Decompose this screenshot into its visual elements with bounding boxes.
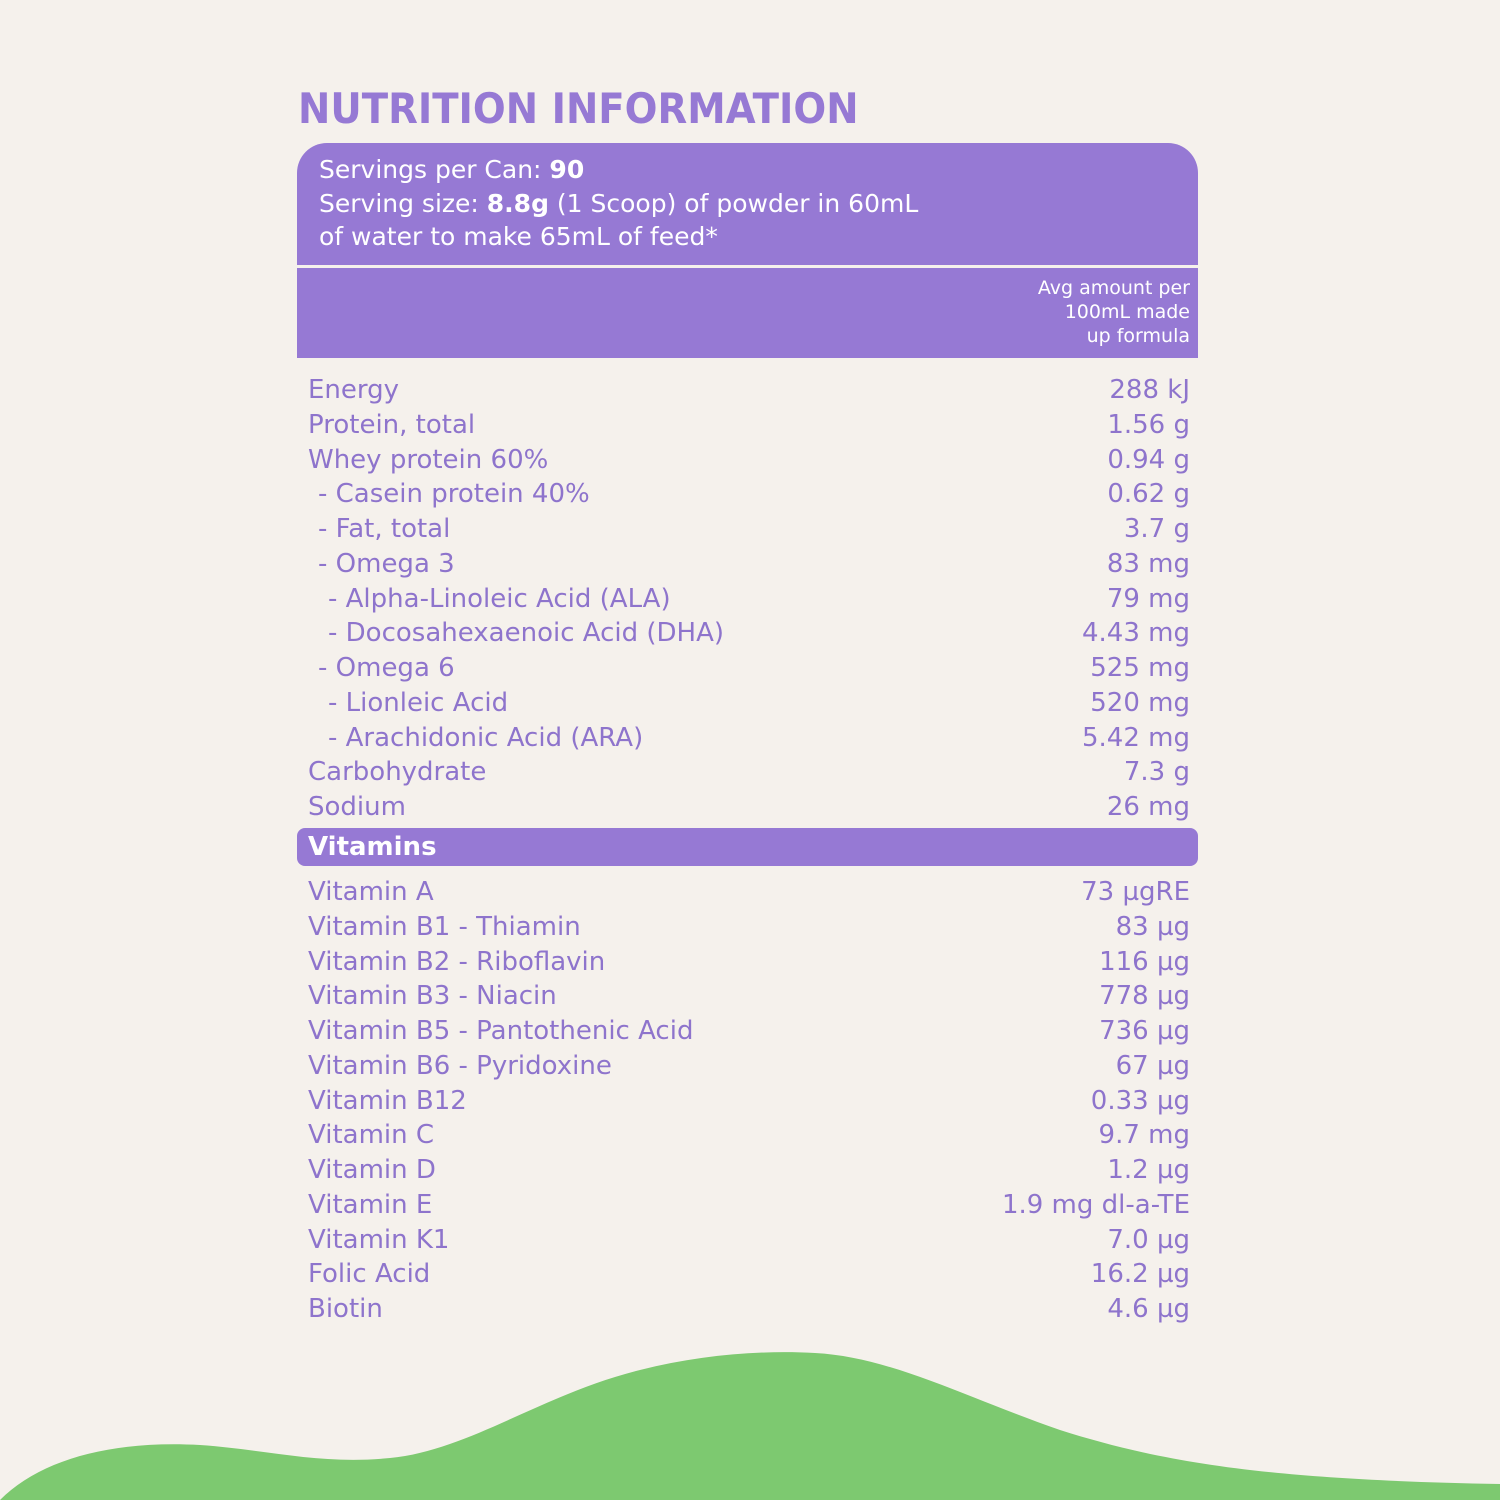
serving-size-line2: of water to make 65mL of feed* <box>319 222 718 251</box>
table-row: Vitamin B3 - Niacin 778 µg <box>308 979 1190 1014</box>
table-row: Folic Acid 16.2 µg <box>308 1257 1190 1292</box>
nutrient-value: 0.33 µg <box>1090 1085 1190 1116</box>
nutrient-value: 520 mg <box>1090 687 1190 718</box>
nutrient-value: 73 µgRE <box>1081 877 1190 907</box>
nutrient-label: Vitamin C <box>308 1120 435 1151</box>
nutrient-value: 4.6 µg <box>1107 1294 1190 1324</box>
nutrient-table: Energy 288 kJ Protein, total 1.56 g Whey pro… <box>308 373 1190 825</box>
nutrient-label: - Omega 3 <box>318 548 455 579</box>
nutrient-label: - Omega 6 <box>318 653 455 683</box>
nutrient-label: - Alpha-Linoleic Acid (ALA) <box>328 583 671 614</box>
nutrient-label: - Casein protein 40% <box>318 479 590 510</box>
nutrient-label: - Fat, total <box>318 514 451 544</box>
servings-per-can: Servings per Can: 90 <box>319 153 1198 187</box>
nutrient-value: 1.2 µg <box>1107 1155 1190 1185</box>
nutrient-label: Vitamin E <box>308 1189 433 1220</box>
nutrient-label: - Arachidonic Acid (ARA) <box>328 722 644 753</box>
nutrient-label: Protein, total <box>308 409 476 440</box>
table-row: Energy 288 kJ <box>308 373 1190 408</box>
table-row: Whey protein 60% 0.94 g <box>308 443 1190 478</box>
table-row: - Fat, total 3.7 g <box>308 512 1190 547</box>
nutrient-label: - Docosahexaenoic Acid (DHA) <box>328 618 725 649</box>
nutrient-label: Vitamin B5 - Pantothenic Acid <box>308 1016 694 1046</box>
table-row: Vitamin E 1.9 mg dl-a-TE <box>308 1188 1190 1223</box>
nutrient-value: 1.9 mg dl-a-TE <box>1001 1189 1190 1220</box>
table-row: - Omega 3 83 mg <box>308 547 1190 582</box>
table-row: - Arachidonic Acid (ARA) 5.42 mg <box>308 721 1190 756</box>
nutrient-value: 7.0 µg <box>1107 1224 1190 1255</box>
table-row: - Alpha-Linoleic Acid (ALA) 79 mg <box>308 582 1190 617</box>
nutrient-label: Energy <box>308 375 400 405</box>
nutrient-value: 5.42 mg <box>1082 722 1190 753</box>
nutrient-label: Whey protein 60% <box>308 444 549 475</box>
nutrient-value: 9.7 mg <box>1098 1120 1190 1151</box>
nutrient-value: 83 µg <box>1115 911 1190 942</box>
nutrient-value: 736 µg <box>1099 1016 1190 1046</box>
nutrient-label: Vitamin B3 - Niacin <box>308 981 557 1012</box>
nutrient-label: Carbohydrate <box>308 757 487 788</box>
column-header-line3: up formula <box>1086 325 1190 347</box>
column-header-line1: Avg amount per <box>1037 277 1190 299</box>
table-row: - Docosahexaenoic Acid (DHA) 4.43 mg <box>308 616 1190 651</box>
nutrient-value: 0.94 g <box>1107 444 1190 475</box>
nutrient-label: Vitamin B2 - Riboflavin <box>308 946 606 977</box>
nutrient-label: Vitamin A <box>308 877 434 907</box>
table-row: Vitamin D 1.2 µg <box>308 1153 1190 1188</box>
vitamins-section-header: Vitamins <box>297 828 1198 866</box>
nutrient-value: 3.7 g <box>1123 514 1190 544</box>
table-row: Vitamin C 9.7 mg <box>308 1118 1190 1153</box>
nutrient-label: Biotin <box>308 1294 383 1324</box>
nutrient-value: 525 mg <box>1090 653 1190 683</box>
nutrient-label: Folic Acid <box>308 1259 431 1290</box>
table-row: Vitamin A 73 µgRE <box>308 875 1190 910</box>
nutrient-value: 83 mg <box>1106 548 1190 579</box>
nutrient-value: 7.3 g <box>1123 757 1190 788</box>
servings-label: Servings per Can: <box>319 155 550 184</box>
nutrient-label: Vitamin B1 - Thiamin <box>308 911 581 942</box>
table-row: Sodium 26 mg <box>308 790 1190 825</box>
table-row: Biotin 4.6 µg <box>308 1292 1190 1327</box>
table-row: - Omega 6 525 mg <box>308 651 1190 686</box>
nutrient-value: 26 mg <box>1106 792 1190 822</box>
serving-size-rest: (1 Scoop) of powder in 60mL <box>548 188 919 218</box>
nutrient-label: Vitamin D <box>308 1155 436 1185</box>
serving-size: Serving size: 8.8g (1 Scoop) of powder i… <box>319 187 1198 221</box>
nutrient-value: 16.2 µg <box>1090 1259 1190 1290</box>
table-row: Protein, total 1.56 g <box>308 408 1190 443</box>
table-row: - Lionleic Acid 520 mg <box>308 686 1190 721</box>
nutrient-label: Vitamin B12 <box>308 1085 467 1116</box>
table-row: Vitamin B5 - Pantothenic Acid 736 µg <box>308 1014 1190 1049</box>
page-title: NUTRITION INFORMATION <box>298 84 859 133</box>
table-row: - Casein protein 40% 0.62 g <box>308 477 1190 512</box>
nutrient-value: 1.56 g <box>1107 409 1190 440</box>
table-row: Carbohydrate 7.3 g <box>308 755 1190 790</box>
nutrient-label: Vitamin B6 - Pyridoxine <box>308 1050 612 1081</box>
vitamin-table: Vitamin A 73 µgRE Vitamin B1 - Thiamin 83 µ… <box>308 875 1190 1327</box>
table-row: Vitamin B12 0.33 µg <box>308 1084 1190 1119</box>
servings-value: 90 <box>549 155 585 184</box>
nutrient-value: 79 mg <box>1106 583 1190 614</box>
table-row: Vitamin B6 - Pyridoxine 67 µg <box>308 1049 1190 1084</box>
column-header: Avg amount per 100mL made up formula <box>297 268 1198 358</box>
serving-size-value: 8.8g <box>486 188 549 218</box>
nutrient-value: 0.62 g <box>1107 479 1190 510</box>
table-row: Vitamin B1 - Thiamin 83 µg <box>308 910 1190 945</box>
nutrient-value: 4.43 mg <box>1082 618 1190 649</box>
nutrient-value: 67 µg <box>1115 1050 1190 1081</box>
table-row: Vitamin B2 - Riboflavin 116 µg <box>308 945 1190 980</box>
nutrient-value: 116 µg <box>1099 946 1190 977</box>
nutrient-label: Sodium <box>308 792 406 822</box>
nutrient-label: - Lionleic Acid <box>328 687 509 718</box>
nutrient-value: 288 kJ <box>1109 375 1190 405</box>
nutrient-label: Vitamin K1 <box>308 1224 450 1255</box>
serving-info-panel: Servings per Can: 90 Serving size: 8.8g … <box>297 143 1198 265</box>
table-row: Vitamin K1 7.0 µg <box>308 1223 1190 1258</box>
nutrient-value: 778 µg <box>1099 981 1190 1012</box>
column-header-line2: 100mL made <box>1064 301 1190 323</box>
serving-size-label: Serving size: <box>319 188 487 218</box>
